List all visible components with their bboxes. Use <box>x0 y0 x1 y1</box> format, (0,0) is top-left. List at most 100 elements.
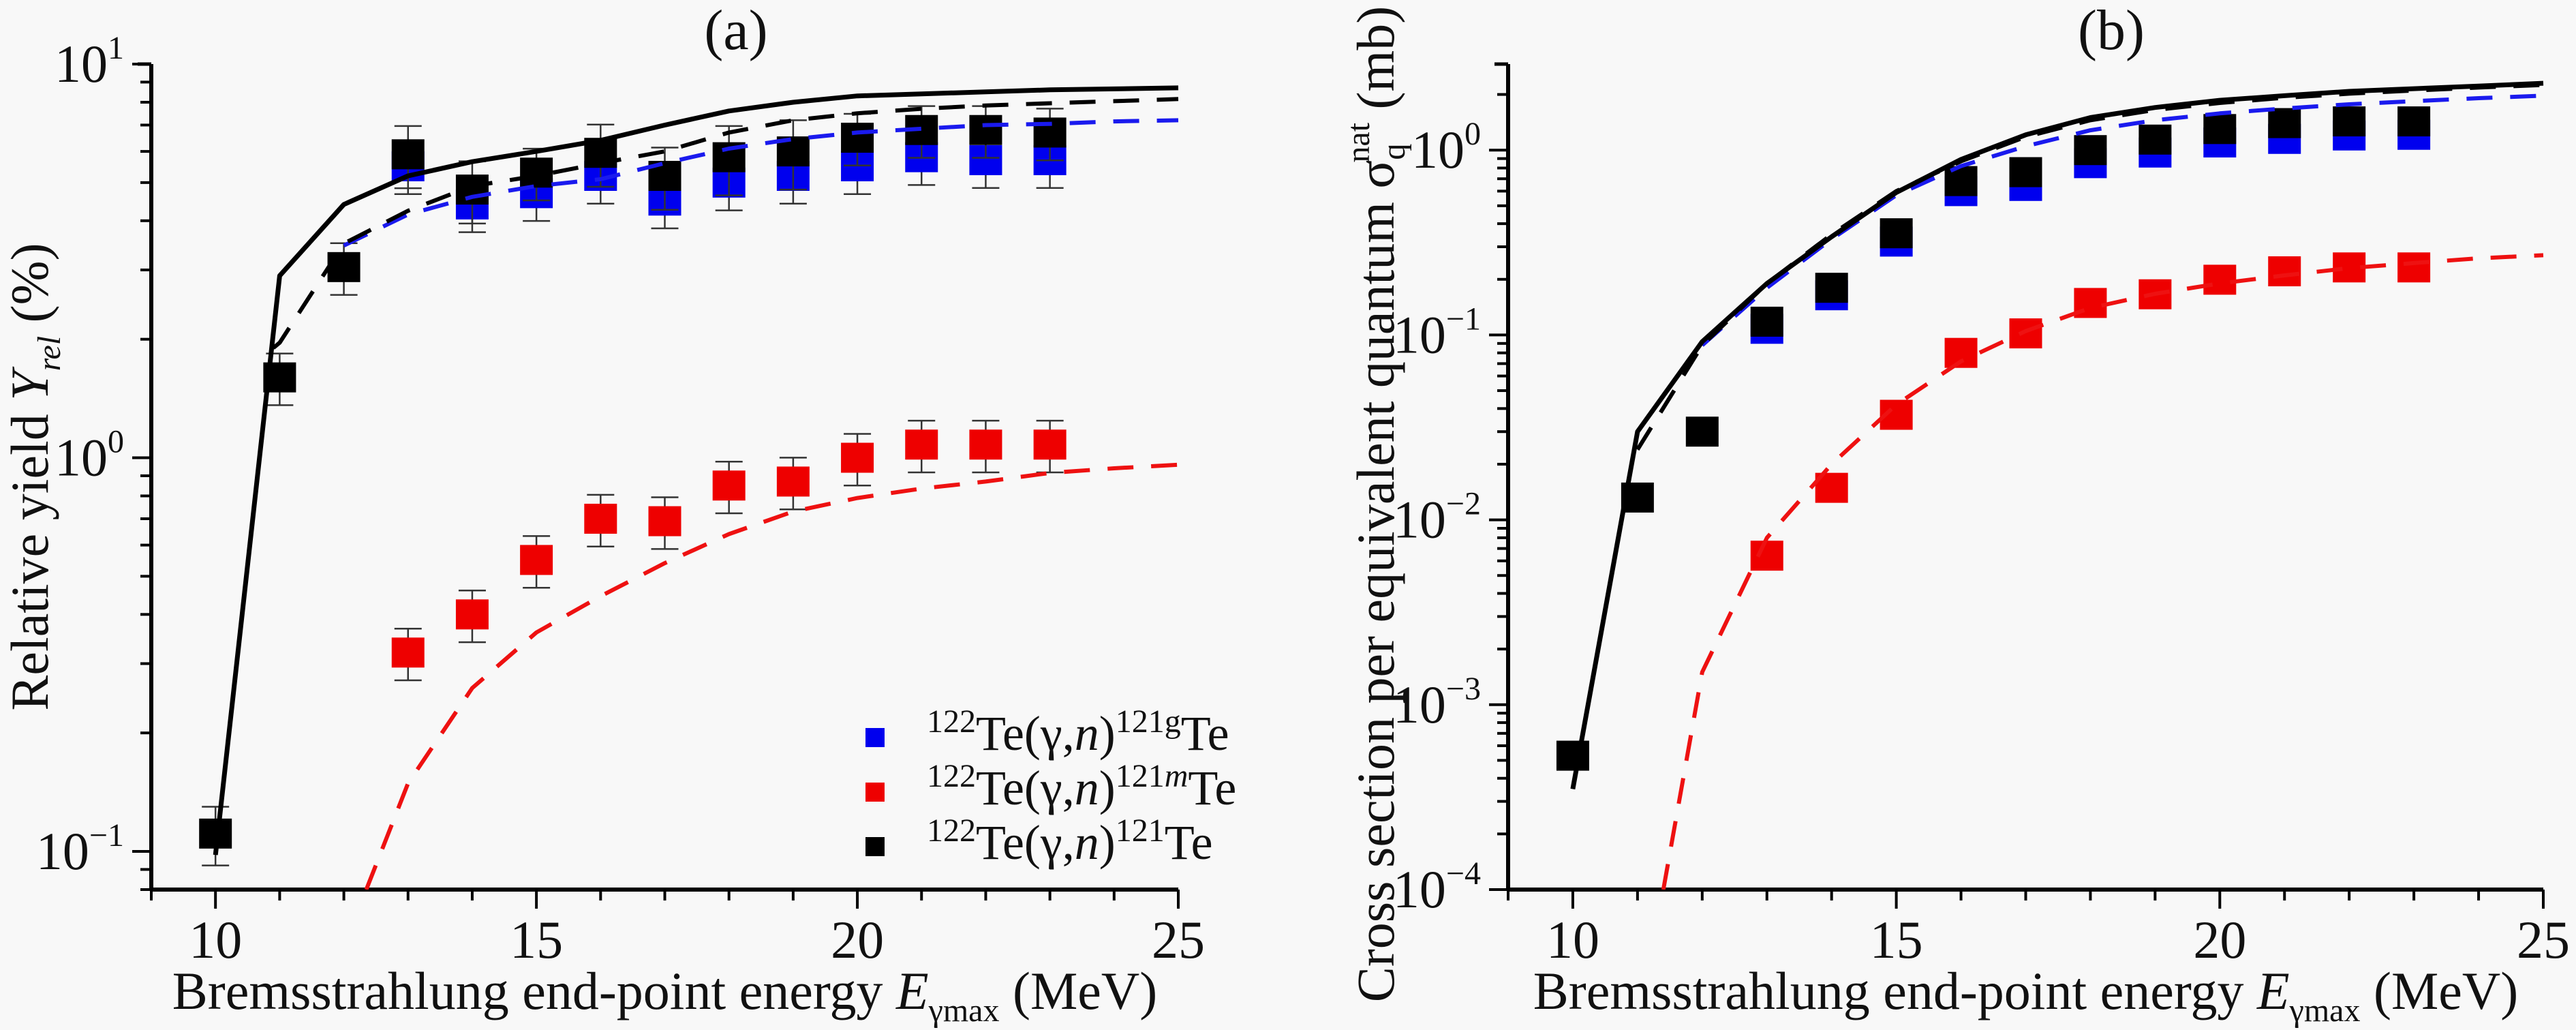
data-point-total <box>2397 106 2431 137</box>
y-tick-base: 10 <box>1393 675 1446 734</box>
legend-mass-number: 122 <box>927 758 976 794</box>
y-axis-title: Cross section per equivalent quantum σqn… <box>1340 6 1412 1002</box>
series-total-points <box>199 105 1067 866</box>
data-point-meta <box>841 442 874 473</box>
series-meta-points <box>391 419 1067 682</box>
series-meta-dashed-line <box>1661 253 2544 890</box>
y-tick-base: 10 <box>55 428 108 487</box>
data-point-total <box>2074 135 2107 166</box>
panel-b: (b)10 15 20 2510−410−310−210−1100Bremsstrah… <box>1340 0 2570 1029</box>
y-axis-title-unit: (%) <box>0 243 59 335</box>
legend-mass-number: 122 <box>927 703 976 740</box>
data-point-meta <box>712 470 746 501</box>
y-axis-title-var: Y <box>0 366 59 401</box>
data-point-meta <box>905 429 938 460</box>
y-tick-exponent: 0 <box>1465 116 1481 152</box>
legend-particle: n <box>1075 761 1099 815</box>
plot-area <box>1556 80 2544 890</box>
panel-title: (a) <box>704 0 767 62</box>
plot-area <box>199 85 1179 890</box>
x-tick-label: 20 <box>2193 910 2246 969</box>
y-axis-title-sub: rel <box>31 336 67 372</box>
legend-isomer: m <box>1165 758 1189 794</box>
y-tick-base: 10 <box>1393 305 1446 364</box>
data-point-total <box>2333 106 2366 137</box>
legend-marker <box>865 783 885 802</box>
y-tick-label: 100 <box>55 424 124 487</box>
legend: 122Te(γ,n)121gTe122Te(γ,n)121mTe122Te(γ,… <box>865 703 1236 870</box>
data-point-total <box>2268 108 2301 138</box>
data-point-meta <box>391 637 425 668</box>
x-axis-title-var: E <box>895 961 929 1020</box>
legend-product: Te <box>1181 706 1229 761</box>
legend-item-meta: 122Te(γ,n)121mTe <box>865 758 1236 815</box>
data-point-total <box>1556 740 1589 771</box>
data-point-total <box>1880 218 1913 249</box>
legend-product: Te <box>1188 761 1236 815</box>
y-tick-label: 10−1 <box>36 817 124 881</box>
y-tick-label: 10−3 <box>1393 671 1481 734</box>
legend-paren: ) <box>1099 706 1116 761</box>
data-point-meta <box>455 599 489 630</box>
x-axis-title: Bremsstrahlung end-point energy Eγmax (M… <box>1533 961 2518 1029</box>
y-tick-label: 10−2 <box>1393 486 1481 549</box>
series-total-dashed-line <box>272 97 1179 350</box>
y-tick-exponent: 1 <box>108 30 124 66</box>
y-tick-base: 10 <box>1411 120 1465 179</box>
data-point-meta <box>1750 541 1783 571</box>
data-point-meta <box>969 429 1002 460</box>
x-axis-title: Bremsstrahlung end-point energy Eγmax (M… <box>172 961 1157 1029</box>
x-axis-title-sub: γmax <box>928 993 1000 1029</box>
x-tick-label: 15 <box>510 910 563 969</box>
y-tick-exponent: −4 <box>1446 855 1481 892</box>
legend-label: 122Te(γ,n)121mTe <box>927 758 1236 815</box>
data-point-total <box>520 157 553 188</box>
data-point-total <box>1685 416 1719 447</box>
series-total-solid-line <box>213 85 1179 855</box>
legend-particle: n <box>1075 706 1099 761</box>
data-point-total <box>2009 157 2042 187</box>
x-tick-label: 10 <box>1546 910 1599 969</box>
panel-title: (b) <box>2078 0 2145 62</box>
y-axis-title-sup: nat <box>1340 122 1377 162</box>
series-total-solid-line <box>1570 80 2544 790</box>
data-point-total <box>2203 114 2237 145</box>
y-tick-exponent: −1 <box>1446 301 1481 337</box>
y-tick-label: 101 <box>55 30 124 93</box>
series-meta-points <box>1750 252 2431 571</box>
series-meta-dashed-line <box>364 462 1179 890</box>
y-axis-title-main: Relative yield <box>0 401 59 711</box>
data-point-total <box>1750 306 1783 337</box>
y-tick-base: 10 <box>55 34 108 93</box>
legend-paren: ) <box>1099 761 1116 815</box>
data-point-meta <box>520 545 553 575</box>
legend-product: Te <box>1165 815 1213 870</box>
y-tick-label: 10−4 <box>1393 855 1481 919</box>
legend-product-mass: 121 <box>1116 813 1165 849</box>
legend-target: Te(γ, <box>976 815 1075 870</box>
y-tick-exponent: −3 <box>1446 671 1481 707</box>
y-tick-base: 10 <box>1393 860 1446 919</box>
data-point-total <box>391 139 425 170</box>
legend-mass-number: 122 <box>927 813 976 849</box>
x-axis-title-sub: γmax <box>2289 993 2361 1029</box>
data-point-meta <box>776 466 810 497</box>
data-point-meta <box>1033 429 1067 460</box>
data-point-total <box>1815 273 1848 303</box>
y-tick-exponent: 0 <box>108 424 124 460</box>
y-tick-base: 10 <box>1393 490 1446 549</box>
y-tick-base: 10 <box>36 821 89 881</box>
data-point-total <box>327 252 361 282</box>
data-point-meta <box>2203 264 2237 295</box>
y-axis-title: Relative yield Yrel (%) <box>0 243 67 710</box>
x-tick-label: 15 <box>1870 910 1923 969</box>
legend-marker <box>865 728 885 747</box>
series-ground-dashed-line <box>343 118 1179 247</box>
x-axis-title-unit: (MeV) <box>2360 961 2518 1020</box>
x-axis-title-main: Bremsstrahlung end-point energy <box>172 961 896 1020</box>
y-axis-title-unit: (mb) <box>1346 6 1405 123</box>
y-axis-title-sub: q <box>1376 144 1412 160</box>
legend-item-total: 122Te(γ,n)121Te <box>865 813 1213 870</box>
